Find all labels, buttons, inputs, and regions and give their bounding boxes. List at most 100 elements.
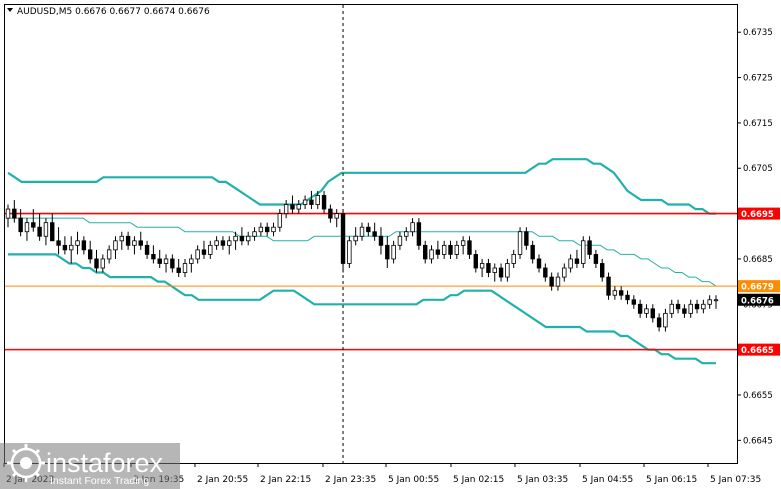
candle <box>650 304 655 323</box>
candle <box>277 209 283 232</box>
candle-body-bear <box>144 244 150 255</box>
candle <box>637 299 643 318</box>
candle-body-bear <box>423 244 428 260</box>
candle <box>511 249 516 269</box>
candle <box>530 240 535 264</box>
candle <box>694 299 700 314</box>
candle <box>498 263 504 282</box>
instaforex-logo-icon <box>7 444 45 482</box>
candle <box>448 240 453 259</box>
candle <box>536 254 542 273</box>
candle-body-bear <box>593 254 599 264</box>
candle <box>170 254 175 273</box>
candle <box>517 227 523 259</box>
candle <box>385 236 390 269</box>
candle <box>24 218 30 241</box>
candle-body-bull <box>410 222 415 233</box>
watermark: instaforex Instant Forex Trading <box>0 443 180 489</box>
candle <box>195 245 200 264</box>
candle-body-bear <box>587 240 592 255</box>
x-tick-label: 5 Jan 06:15 <box>646 475 697 485</box>
candle <box>549 272 554 291</box>
candle <box>252 227 257 241</box>
candle <box>119 231 124 250</box>
candle <box>562 263 567 282</box>
candle <box>69 236 74 264</box>
candle-body-bull <box>302 199 308 205</box>
candle <box>555 272 561 291</box>
candle-body-bear <box>12 208 17 219</box>
candle-body-bull <box>233 235 238 242</box>
candle <box>334 209 339 228</box>
watermark-brand: instaforex <box>46 448 164 478</box>
candle <box>612 286 618 300</box>
bb-lower-line <box>8 253 716 365</box>
x-tick-label: 5 Jan 07:35 <box>710 475 761 485</box>
candle <box>100 254 106 273</box>
dropdown-arrow-icon[interactable] <box>7 8 13 12</box>
chart-title-text: AUDUSD,M5 0.6676 0.6677 0.6674 0.6676 <box>17 7 210 17</box>
candle-body-bear <box>201 249 207 255</box>
candle <box>467 236 472 259</box>
candle <box>574 249 580 269</box>
candle <box>75 231 80 255</box>
candle-body-bear <box>435 249 441 255</box>
candle-body-bull <box>391 244 396 260</box>
candle <box>618 286 624 300</box>
candle <box>87 240 93 264</box>
candle-body-bull <box>707 299 712 305</box>
candle-body-bear <box>524 231 529 246</box>
candle <box>157 249 162 269</box>
candle-body-bear <box>372 231 377 237</box>
candle-body-bear <box>416 222 422 246</box>
candle-body-bear <box>682 308 687 314</box>
candlesticks <box>5 190 719 332</box>
y-tick-label: 0.6685 <box>743 255 773 265</box>
candle-body-bear <box>18 217 23 233</box>
candle-body-bull <box>163 258 169 264</box>
candle <box>182 258 188 278</box>
candle <box>50 213 55 242</box>
candle-body-bear <box>637 303 643 314</box>
candle-body-bear <box>650 308 655 319</box>
candle-body-bear <box>50 222 55 242</box>
current-price-bg <box>738 293 780 306</box>
candle <box>214 236 219 250</box>
candle-body-bear <box>549 276 554 287</box>
candle-body-bull <box>492 267 497 273</box>
candle-body-bear <box>37 226 42 237</box>
candle <box>113 236 118 259</box>
candle <box>669 299 674 318</box>
x-tick-label: 5 Jan 02:15 <box>453 475 504 485</box>
candle <box>675 299 681 314</box>
candle <box>404 227 409 241</box>
candle-body-bear <box>157 258 162 264</box>
candle <box>486 258 491 278</box>
candle <box>309 190 314 210</box>
candle <box>435 240 441 259</box>
candle <box>347 236 352 269</box>
candle <box>353 227 358 246</box>
candle <box>492 263 497 282</box>
candle <box>163 254 169 273</box>
candle <box>296 199 301 214</box>
candle-body-bear <box>694 303 700 310</box>
candle <box>31 209 36 232</box>
candle <box>479 258 485 278</box>
x-tick-label: 2 Jan 20:55 <box>197 475 248 485</box>
candle <box>258 222 264 237</box>
candle-body-bear <box>498 267 504 278</box>
candle <box>246 231 251 246</box>
candle-body-bull <box>258 226 264 233</box>
candle <box>454 240 460 259</box>
candle <box>656 313 662 332</box>
candle-body-bear <box>264 226 270 233</box>
candle-body-bear <box>220 240 226 246</box>
candle-body-bull <box>43 222 49 237</box>
candle-body-bear <box>600 263 605 278</box>
candle-body-bull <box>669 303 674 314</box>
candle-body-bull <box>296 204 301 210</box>
candle-body-bull <box>24 222 30 233</box>
candle-body-bear <box>486 263 491 273</box>
candle-body-bear <box>138 240 143 246</box>
